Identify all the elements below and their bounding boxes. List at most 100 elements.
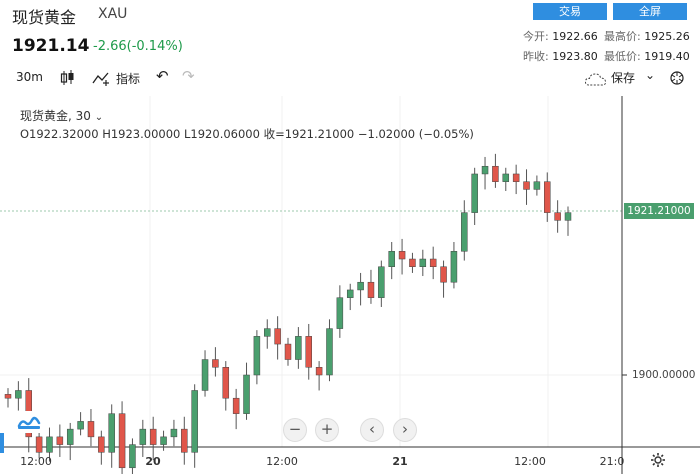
chart-toolbar: 30m 指标 ↶ ↷ ⌄ — [0, 64, 700, 92]
stat-open: 今开: 1922.66 — [523, 28, 598, 44]
candle-body — [253, 336, 261, 376]
stat-prev-close: 昨收: 1923.80 — [523, 48, 598, 64]
stat-open-label: 今开: — [523, 30, 549, 43]
x-tick-label: 21 — [392, 455, 407, 468]
y-tick-label: 1900.00000 — [632, 369, 696, 381]
candle-body — [222, 367, 230, 399]
stat-high: 最高价: 1925.26 — [604, 28, 690, 44]
candle-body — [450, 251, 458, 283]
candle-body — [440, 266, 447, 283]
candle-body — [471, 173, 478, 213]
candle-body — [357, 281, 364, 291]
indicator-icon[interactable] — [91, 68, 111, 88]
candle-body — [35, 436, 43, 453]
candle-body — [284, 343, 292, 360]
candle-body — [46, 436, 53, 453]
candle-body — [139, 428, 147, 445]
candle-body — [4, 394, 12, 399]
candle-body — [232, 397, 240, 414]
candle-body — [181, 428, 188, 453]
candle-body — [98, 436, 105, 453]
chart-grid — [0, 96, 622, 447]
candle-body — [87, 421, 95, 438]
stat-high-value: 1925.26 — [644, 30, 690, 43]
x-tick-label: 12:00 — [266, 455, 298, 468]
candle-body — [481, 165, 489, 175]
stat-low-label: 最低价: — [604, 50, 641, 63]
legend-chevron-icon[interactable]: ⌄ — [94, 112, 104, 123]
candle-body — [170, 428, 178, 438]
candle-body — [523, 181, 530, 190]
candle-body — [388, 251, 395, 267]
instrument-code: XAU — [98, 6, 128, 22]
candle-body — [264, 328, 271, 337]
candle-type-icon[interactable] — [57, 68, 77, 88]
save-button[interactable]: 保存 — [611, 71, 636, 85]
redo-icon[interactable]: ↷ — [182, 67, 195, 85]
scroll-right-button[interactable]: › — [393, 418, 417, 442]
candle-body — [129, 444, 136, 469]
fullscreen-button[interactable]: 全屏 — [613, 3, 687, 20]
candle-body — [544, 181, 551, 213]
candle-body — [419, 258, 427, 267]
candle-body — [564, 212, 572, 221]
save-dropdown-chevron-icon[interactable]: ⌄ — [645, 68, 656, 82]
camera-icon[interactable] — [667, 68, 687, 88]
candle-body — [429, 258, 437, 267]
candles-group — [4, 153, 572, 474]
candle-body — [66, 428, 74, 445]
candle-body — [15, 390, 22, 399]
x-tick-label: 12:00 — [514, 455, 546, 468]
candle-body — [191, 390, 198, 453]
candle-body — [201, 359, 209, 391]
chart-canvas[interactable]: 12:00 20 12:00 21 12:00 21:0 — [0, 96, 700, 474]
candle-body — [512, 173, 520, 182]
candle-body — [108, 413, 115, 453]
candle-body — [274, 328, 281, 345]
current-price: 1921.14 — [12, 36, 90, 56]
candle-body — [398, 251, 406, 260]
candle-body — [118, 413, 126, 469]
candle-body — [243, 374, 250, 414]
candle-body — [326, 328, 333, 376]
x-axis-ticks: 12:00 20 12:00 21 12:00 21:0 — [20, 455, 624, 468]
left-edge-tab[interactable] — [0, 433, 4, 453]
candle-body — [502, 173, 510, 182]
candle-body — [533, 181, 541, 190]
zoom-in-button[interactable]: + — [315, 418, 339, 442]
undo-icon[interactable]: ↶ — [156, 67, 169, 85]
stat-low: 最低价: 1919.40 — [604, 48, 690, 64]
settings-gear-icon[interactable] — [650, 452, 666, 468]
legend-symbol[interactable]: 现货黄金, 30 ⌄ — [20, 107, 103, 124]
price-change: -2.66(-0.14%) — [93, 39, 183, 54]
stat-prev-close-value: 1923.80 — [552, 50, 598, 63]
candle-body — [77, 421, 84, 430]
candle-body — [346, 289, 354, 298]
cloud-icon — [584, 73, 607, 86]
tradingview-logo-icon[interactable] — [14, 411, 44, 433]
stat-low-value: 1919.40 — [644, 50, 690, 63]
stat-high-label: 最高价: — [604, 30, 641, 43]
legend-ohlc: O1922.32000 H1923.00000 L1920.06000 收=19… — [20, 127, 474, 141]
candle-body — [492, 165, 499, 182]
price-chart[interactable]: 12:00 20 12:00 21 12:00 21:0 — [0, 96, 700, 474]
x-tick-label: 12:00 — [20, 455, 52, 468]
candle-body — [409, 258, 416, 267]
legend-symbol-text: 现货黄金, 30 — [20, 109, 91, 123]
candle-body — [367, 281, 375, 298]
candle-body — [461, 212, 468, 252]
interval-selector[interactable]: 30m — [16, 70, 43, 84]
candle-body — [295, 336, 302, 360]
x-tick-label: 21:0 — [600, 455, 625, 468]
candle-body — [315, 367, 323, 376]
candle-body — [305, 336, 312, 368]
scroll-left-button[interactable]: ‹ — [360, 418, 384, 442]
indicators-button[interactable]: 指标 — [116, 72, 141, 86]
trade-button[interactable]: 交易 — [533, 3, 607, 20]
candle-body — [56, 436, 64, 445]
candle-body — [378, 266, 385, 298]
candle-body — [336, 297, 344, 329]
zoom-out-button[interactable]: − — [283, 418, 307, 442]
current-price-label: 1921.21000 — [624, 203, 694, 219]
stat-open-value: 1922.66 — [552, 30, 598, 43]
